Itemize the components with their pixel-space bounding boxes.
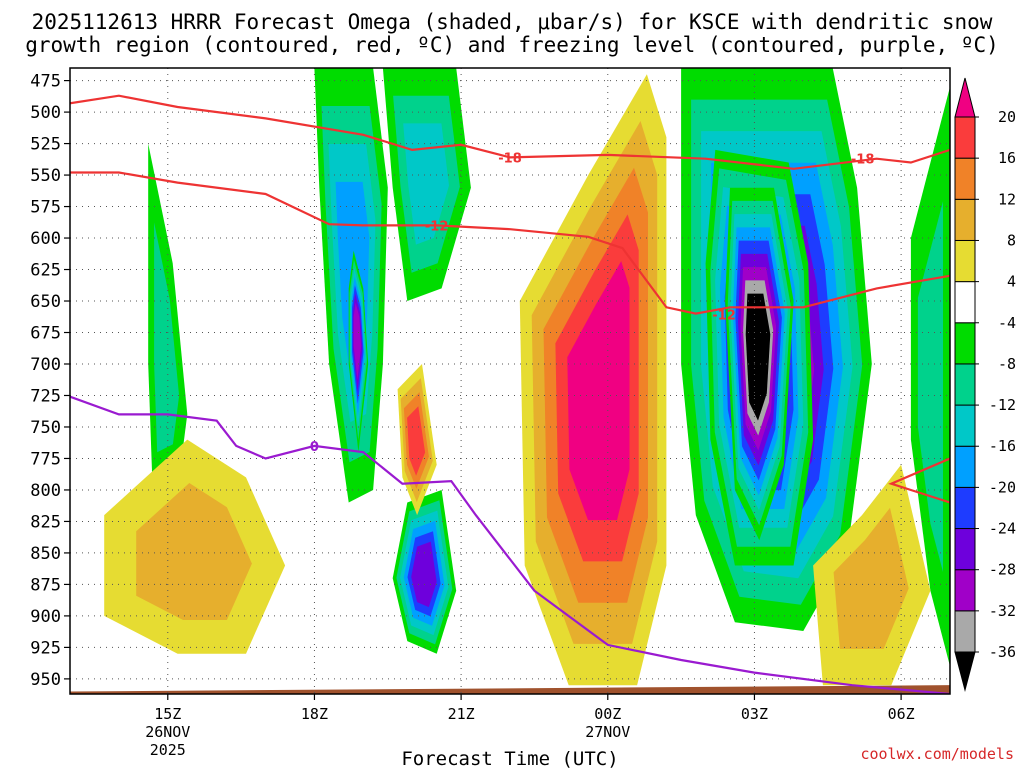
colorbar-label: -28 xyxy=(989,561,1016,579)
omega-shading xyxy=(104,68,950,686)
omega-region-descent-east-low xyxy=(833,507,909,649)
grid-lines xyxy=(70,68,950,694)
terrain-fill xyxy=(70,685,950,694)
colorbar-swatch xyxy=(954,157,976,200)
y-tick-label: 775 xyxy=(30,449,61,469)
colorbar-label: 16 xyxy=(998,149,1016,167)
credit-text: coolwx.com/models xyxy=(860,745,1014,763)
y-tick-label: 875 xyxy=(30,575,61,595)
x-tick-label: 18Z xyxy=(301,705,328,723)
x-tick-label: 21Z xyxy=(448,705,475,723)
colorbar-label: 4 xyxy=(1007,273,1016,291)
colorbar-arrow-bottom xyxy=(954,651,976,692)
dgz-contour-1 xyxy=(70,171,950,315)
freezing-level-contour-label: 0 xyxy=(310,440,319,455)
x-axis-title: Forecast Time (UTC) xyxy=(401,748,618,768)
y-tick-label: 625 xyxy=(30,261,61,281)
x-tick-year: 2025 xyxy=(150,741,186,759)
colorbar-label: -12 xyxy=(989,396,1016,414)
y-tick-label: 600 xyxy=(30,229,61,249)
colorbar: -36 -32 -28 -24 -20 -16 -12 -8 -4 4 8 12 16 20 xyxy=(954,77,1016,692)
y-tick-label: 500 xyxy=(30,103,61,123)
colorbar-swatch xyxy=(954,404,976,447)
dgz-contour-0-label: -18 xyxy=(498,151,522,166)
terrain-layer xyxy=(70,685,950,694)
y-tick-label: 675 xyxy=(30,324,61,344)
x-tick-date: 27NOV xyxy=(585,723,630,741)
x-tick-label: 00Z xyxy=(594,705,621,723)
colorbar-label: 8 xyxy=(1007,231,1016,249)
y-tick-label: 550 xyxy=(30,166,61,186)
omega-region-descent-20z-cell xyxy=(407,406,426,476)
colorbar-label: -32 xyxy=(989,602,1016,620)
y-tick-label: 475 xyxy=(30,72,61,92)
colorbar-label: -20 xyxy=(989,478,1016,496)
omega-region-ascent-21z-column xyxy=(403,123,449,245)
y-tick-label: 825 xyxy=(30,512,61,532)
y-tick-label: 525 xyxy=(30,135,61,155)
freezing-level-contour xyxy=(70,395,950,694)
colorbar-swatch xyxy=(954,569,976,612)
colorbar-swatch xyxy=(954,322,976,365)
y-tick-label: 575 xyxy=(30,198,61,218)
y-tick-label: 750 xyxy=(30,418,61,438)
colorbar-swatch xyxy=(954,610,976,653)
colorbar-swatch xyxy=(954,198,976,241)
omega-region-ascent-02z-core xyxy=(745,293,771,421)
y-tick-label: 925 xyxy=(30,638,61,658)
omega-region-ascent-east-band xyxy=(917,201,943,572)
colorbar-swatch xyxy=(954,281,976,324)
colorbar-swatch xyxy=(954,116,976,159)
colorbar-swatch xyxy=(954,445,976,488)
dgz-contour-1-label-east: -12 xyxy=(712,308,736,323)
colorbar-swatch xyxy=(954,486,976,530)
temperature-contours xyxy=(70,94,950,694)
colorbar-label: -16 xyxy=(989,437,1016,455)
x-tick-date: 26NOV xyxy=(145,723,190,741)
plot-frame xyxy=(69,67,951,695)
dgz-contour-1-label: -12 xyxy=(425,219,449,234)
y-tick-label: 900 xyxy=(30,607,61,627)
chart-title-line-2: growth region (contoured, red, ºC) and f… xyxy=(25,33,999,57)
colorbar-label: -4 xyxy=(998,314,1016,332)
contour-labels: -18 -12 -18 -12 0 xyxy=(310,151,874,454)
omega-region-descent-west-low xyxy=(136,483,252,620)
omega-region-ascent-18z-core xyxy=(353,302,362,380)
colorbar-arrow-top xyxy=(954,77,976,118)
colorbar-label: 20 xyxy=(998,108,1016,126)
y-tick-label: 725 xyxy=(30,386,61,406)
colorbar-label: -36 xyxy=(989,643,1016,661)
y-tick-label: 950 xyxy=(30,670,61,690)
x-tick-label: 15Z xyxy=(154,705,181,723)
x-tick-label: 03Z xyxy=(741,705,768,723)
dgz-contour-0-label-east: -18 xyxy=(851,153,875,168)
dgz-contour-0 xyxy=(70,94,950,170)
colorbar-label: -8 xyxy=(998,355,1016,373)
x-tick-label: 06Z xyxy=(888,705,915,723)
y-axis: 475 500 525 550 575 600 625 650 675 700 725 750 775 8… xyxy=(30,72,70,690)
dgz-contour-2 xyxy=(888,457,950,504)
y-tick-label: 850 xyxy=(30,544,61,564)
chart-title-line-1: 2025112613 HRRR Forecast Omega (shaded, … xyxy=(32,10,993,34)
colorbar-swatch xyxy=(954,363,976,406)
omega-region-descent-23z-plume xyxy=(567,261,630,521)
y-tick-label: 650 xyxy=(30,292,61,312)
omega-region-ascent-21z-low xyxy=(411,541,437,608)
colorbar-label: -24 xyxy=(989,520,1016,538)
colorbar-swatch xyxy=(954,239,976,283)
y-tick-label: 800 xyxy=(30,481,61,501)
colorbar-swatch xyxy=(954,528,976,571)
omega-region-ascent-west-band xyxy=(154,222,180,453)
y-tick-label: 700 xyxy=(30,355,61,375)
colorbar-label: 12 xyxy=(998,190,1016,208)
